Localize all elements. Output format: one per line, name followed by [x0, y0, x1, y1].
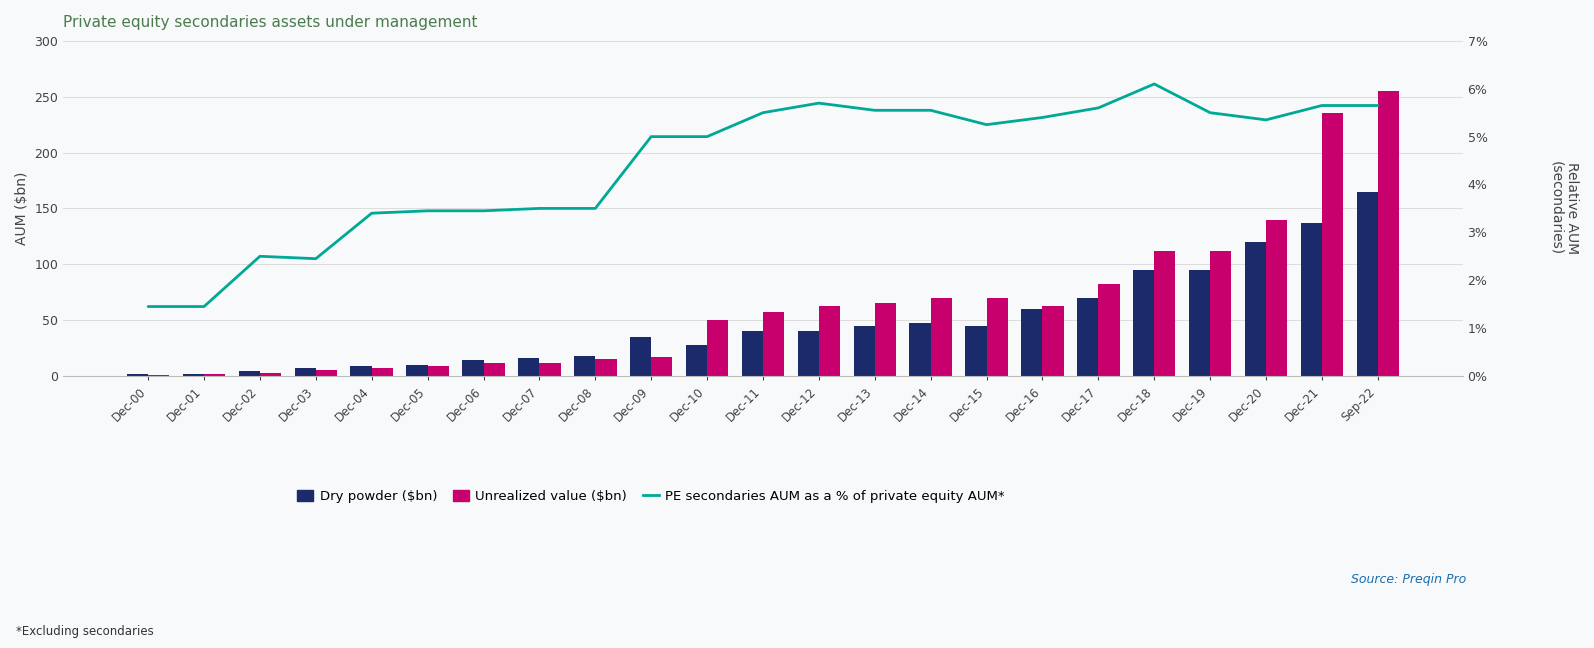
Bar [518, 358, 539, 376]
Y-axis label: Relative AUM
(secondaries): Relative AUM (secondaries) [1549, 161, 1580, 255]
Bar [427, 366, 450, 376]
Bar [128, 374, 148, 376]
Bar [1377, 91, 1400, 376]
Bar [853, 326, 875, 376]
Bar [1098, 284, 1119, 376]
Bar [652, 357, 673, 376]
Bar [1321, 113, 1344, 376]
Bar [371, 368, 394, 376]
Bar [819, 306, 840, 376]
Bar [1133, 270, 1154, 376]
Text: Private equity secondaries assets under management: Private equity secondaries assets under … [64, 15, 478, 30]
Bar [539, 362, 561, 376]
Bar [931, 298, 952, 376]
Bar [204, 374, 225, 376]
Bar [764, 312, 784, 376]
Bar [316, 371, 336, 376]
Bar [1078, 298, 1098, 376]
Bar [1301, 223, 1321, 376]
Bar [260, 373, 281, 376]
Bar [1042, 306, 1063, 376]
Text: Source: Preqin Pro: Source: Preqin Pro [1352, 573, 1466, 586]
Text: *Excluding secondaries: *Excluding secondaries [16, 625, 153, 638]
Bar [797, 331, 819, 376]
Bar [148, 375, 169, 376]
Bar [462, 360, 483, 376]
Bar [708, 320, 728, 376]
Bar [295, 368, 316, 376]
Bar [1266, 220, 1288, 376]
Bar [483, 362, 505, 376]
Bar [1189, 270, 1210, 376]
Bar [574, 356, 595, 376]
Bar [875, 303, 896, 376]
Bar [966, 326, 987, 376]
Bar [1022, 309, 1042, 376]
Bar [595, 359, 617, 376]
Bar [351, 366, 371, 376]
Bar [239, 371, 260, 376]
Bar [630, 337, 652, 376]
Bar [1210, 251, 1231, 376]
Bar [406, 365, 427, 376]
Bar [741, 331, 764, 376]
Legend: Dry powder ($bn), Unrealized value ($bn), PE secondaries AUM as a % of private e: Dry powder ($bn), Unrealized value ($bn)… [296, 490, 1004, 503]
Bar [1245, 242, 1266, 376]
Bar [183, 374, 204, 376]
Bar [1154, 251, 1175, 376]
Bar [987, 298, 1007, 376]
Bar [910, 323, 931, 376]
Bar [685, 345, 708, 376]
Bar [1356, 192, 1377, 376]
Y-axis label: AUM ($bn): AUM ($bn) [14, 172, 29, 245]
